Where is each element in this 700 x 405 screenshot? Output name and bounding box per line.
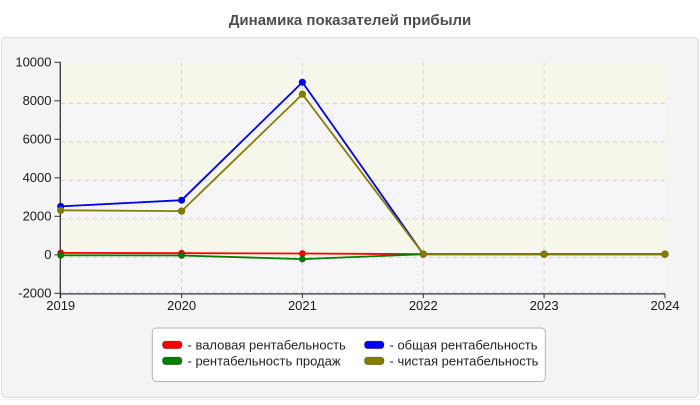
svg-text:2021: 2021 xyxy=(288,298,317,313)
svg-text:- рентабельность продаж: - рентабельность продаж xyxy=(188,353,341,368)
svg-text:2023: 2023 xyxy=(530,298,559,313)
svg-text:4000: 4000 xyxy=(23,170,52,185)
svg-text:6000: 6000 xyxy=(23,131,52,146)
svg-text:10000: 10000 xyxy=(15,54,51,69)
svg-text:Динамика показателей прибыли: Динамика показателей прибыли xyxy=(229,12,472,29)
svg-text:- валовая рентабельность: - валовая рентабельность xyxy=(188,337,347,352)
svg-text:0: 0 xyxy=(44,247,51,262)
svg-text:2024: 2024 xyxy=(651,298,680,313)
svg-text:2000: 2000 xyxy=(23,208,52,223)
svg-text:-2000: -2000 xyxy=(18,285,51,300)
svg-text:2020: 2020 xyxy=(167,298,196,313)
svg-text:8000: 8000 xyxy=(23,93,52,108)
svg-text:- общая рентабельность: - общая рентабельность xyxy=(390,337,538,352)
svg-text:2022: 2022 xyxy=(409,298,438,313)
svg-text:- чистая рентабельность: - чистая рентабельность xyxy=(390,353,539,368)
svg-text:2019: 2019 xyxy=(46,298,75,313)
